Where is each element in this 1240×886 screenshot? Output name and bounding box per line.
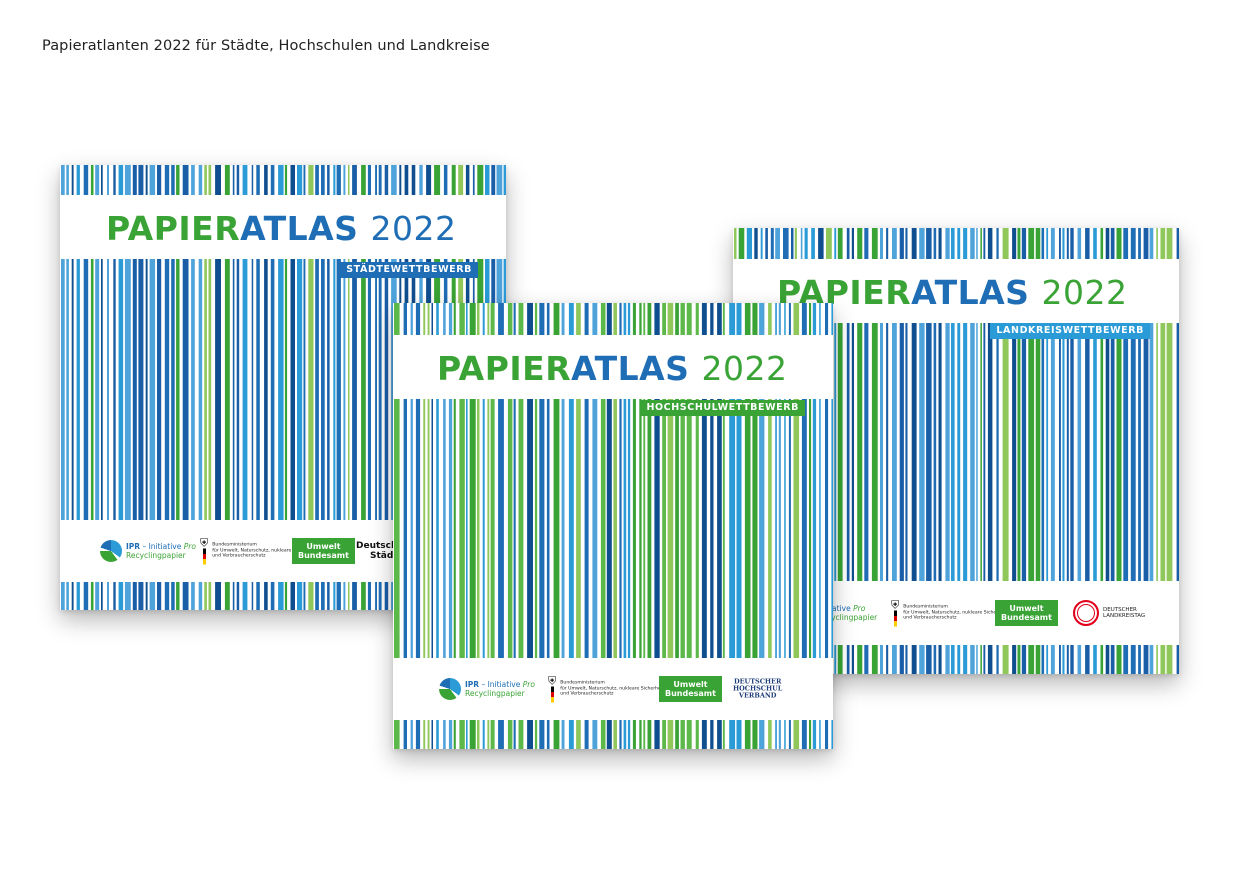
dlt-line2: LANDKREISTAG xyxy=(1103,613,1146,619)
bmu-line1: Bundesministerium xyxy=(560,680,605,686)
dhv-line2: HOCHSCHUL xyxy=(733,684,783,693)
logo-bmu: ⛨ Bundesministerium für Umwelt, Natursch… xyxy=(891,600,1007,627)
bmu-line2: für Umwelt, Naturschutz, nukleare Sicher… xyxy=(560,686,664,692)
page-caption: Papieratlanten 2022 für Städte, Hochschu… xyxy=(42,38,490,54)
ipr-recyclingpapier: Recyclingpapier xyxy=(465,689,525,698)
logo-ipr: tiative Pro cyclingpapier xyxy=(827,604,877,622)
logo-deutscher-staedtetag: Deutscher Städte xyxy=(356,541,408,561)
bmu-line1: Bundesministerium xyxy=(212,542,257,548)
dst-line1: Deutscher xyxy=(356,541,408,551)
eagle-icon: ⛨ xyxy=(548,674,557,688)
ipr-initiative: – Initiative xyxy=(479,680,523,689)
eagle-icon: ⛨ xyxy=(891,598,900,612)
ipr-pro: Pro xyxy=(522,680,535,689)
badge-staedtewettbewerb: STÄDTEWETTBEWERB xyxy=(340,262,478,278)
title-year: 2022 xyxy=(370,209,457,248)
ipr-recyclingpapier: cyclingpapier xyxy=(827,613,878,622)
title-part-papier: PAPIER xyxy=(106,209,241,248)
bmu-line2: für Umwelt, Naturschutz, nukleare Sicher… xyxy=(212,548,316,554)
ipr-initiative: tiative xyxy=(827,604,854,613)
ipr-initiative: – Initiative xyxy=(140,542,184,551)
logo-ipr: IPR – Initiative Pro Recyclingpapier xyxy=(100,540,196,562)
cover-hochschulwettbewerb: PAPIERATLAS 2022 HOCHSCHULWETTBEWERB IPR… xyxy=(393,303,833,749)
ipr-circle-icon xyxy=(100,540,122,562)
logo-umweltbundesamt: Umwelt Bundesamt xyxy=(292,538,355,564)
badge-hochschulwettbewerb: HOCHSCHULWETTBEWERB xyxy=(640,400,805,416)
dst-line2: Städte xyxy=(370,551,404,561)
flag-icon xyxy=(550,686,554,703)
uba-line2: Bundesamt xyxy=(1001,613,1052,622)
ipr-abbr: IPR xyxy=(465,680,480,689)
title-part-atlas: ATLAS xyxy=(571,349,690,388)
title-year: 2022 xyxy=(701,349,788,388)
logo-umweltbundesamt: Umwelt Bundesamt xyxy=(995,600,1058,626)
ipr-recyclingpapier: Recyclingpapier xyxy=(126,551,186,560)
flag-icon xyxy=(893,610,897,627)
cover-title: PAPIERATLAS 2022 xyxy=(106,212,456,245)
bmu-line1: Bundesministerium xyxy=(903,604,948,610)
ipr-pro: Pro xyxy=(853,604,866,613)
uba-line1: Umwelt xyxy=(1009,604,1044,613)
logo-umweltbundesamt: Umwelt Bundesamt xyxy=(659,676,722,702)
logo-bmu: ⛨ Bundesministerium für Umwelt, Natursch… xyxy=(548,676,664,703)
bmu-line3: und Verbraucherschutz xyxy=(212,553,266,559)
title-band: PAPIERATLAS 2022 xyxy=(393,335,833,399)
title-part-atlas: ATLAS xyxy=(911,273,1030,312)
dlt-line1: DEUTSCHER xyxy=(1103,606,1137,613)
uba-line2: Bundesamt xyxy=(298,551,349,560)
uba-line2: Bundesamt xyxy=(665,689,716,698)
stripe-pattern xyxy=(394,303,833,749)
title-band: PAPIERATLAS 2022 xyxy=(733,259,1179,323)
title-part-papier: PAPIER xyxy=(437,349,572,388)
title-year: 2022 xyxy=(1041,273,1128,312)
flag-icon xyxy=(202,548,206,565)
uba-line1: Umwelt xyxy=(306,542,341,551)
bmu-line3: und Verbraucherschutz xyxy=(903,615,957,621)
ipr-circle-icon xyxy=(439,678,461,700)
logo-deutscher-landkreistag: DEUTSCHER LANDKREISTAG xyxy=(1073,600,1145,626)
dhv-line3: VERBAND xyxy=(738,691,777,700)
title-band: PAPIERATLAS 2022 xyxy=(60,195,506,259)
badge-landkreiswettbewerb: LANDKREISWETTBEWERB xyxy=(990,323,1150,339)
bmu-line2: für Umwelt, Naturschutz, nukleare Sicher… xyxy=(903,610,1007,616)
cover-title: PAPIERATLAS 2022 xyxy=(437,352,787,385)
ipr-abbr: IPR xyxy=(126,542,141,551)
logo-bmu: ⛨ Bundesministerium für Umwelt, Natursch… xyxy=(200,538,316,565)
title-part-atlas: ATLAS xyxy=(240,209,359,248)
logo-deutscher-hochschulverband: DEUTSCHER HOCHSCHUL VERBAND xyxy=(733,677,783,700)
ipr-pro: Pro xyxy=(183,542,196,551)
uba-line1: Umwelt xyxy=(673,680,708,689)
dhv-line1: DEUTSCHER xyxy=(733,677,782,686)
logo-band: IPR – Initiative Pro Recyclingpapier ⛨ B… xyxy=(393,658,833,720)
eagle-icon: ⛨ xyxy=(200,536,209,550)
landkreistag-arc-icon xyxy=(1073,600,1099,626)
bmu-line3: und Verbraucherschutz xyxy=(560,691,614,697)
logo-ipr: IPR – Initiative Pro Recyclingpapier xyxy=(439,678,535,700)
